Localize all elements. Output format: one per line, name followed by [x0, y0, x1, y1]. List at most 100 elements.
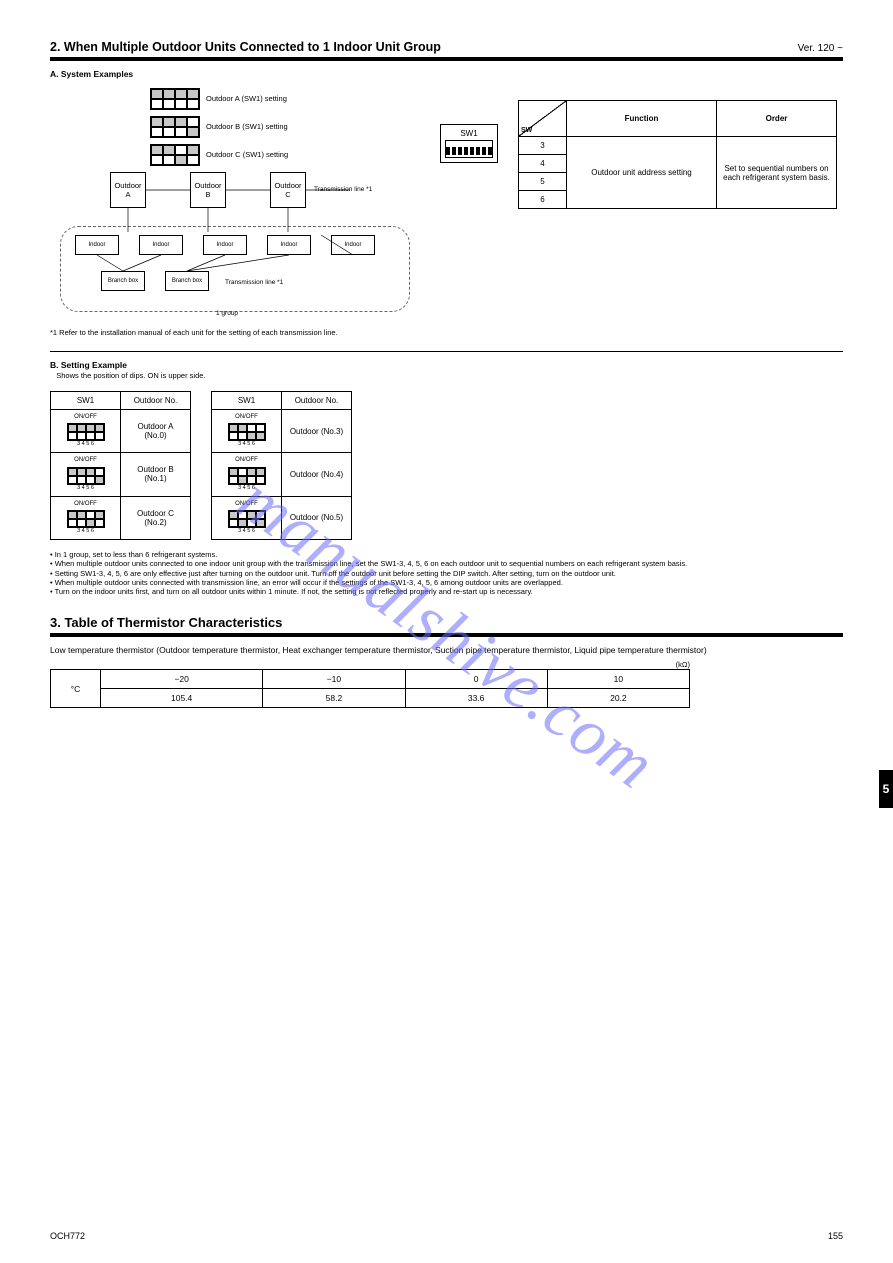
indoor-3: Indoor: [203, 235, 247, 255]
outdoor-label-cell: Outdoor (No.3): [282, 409, 352, 452]
sw1-th-func: Function: [567, 101, 717, 137]
partB-hint: Shows the position of dips. ON is upper …: [50, 371, 843, 380]
s3-lh: °C: [51, 670, 101, 708]
section2-title: 2. When Multiple Outdoor Units Connected…: [50, 40, 441, 54]
table-row: ON/OFF3 4 5 6Outdoor B (No.1): [51, 453, 191, 496]
page: 2. When Multiple Outdoor Units Connected…: [0, 0, 893, 738]
group-inner-label: Transmission line *1: [225, 279, 283, 286]
side-tab: 5: [879, 770, 893, 808]
sw1-label: SW1: [445, 129, 493, 138]
sw1-r1-c1: 3: [519, 137, 567, 155]
s3-v2: 58.2: [263, 689, 405, 708]
sw1-r2-c1: 4: [519, 155, 567, 173]
dip-b-icon: [150, 116, 200, 138]
sw1-switch-icon: [445, 140, 493, 158]
dip-icon: [67, 467, 105, 485]
sw1-th-order: Order: [717, 101, 837, 137]
section3-subtitle: Low temperature thermistor (Outdoor temp…: [50, 645, 843, 656]
partB-note-1: • In 1 group, set to less than 6 refrige…: [50, 550, 843, 559]
partA-footnote: *1 Refer to the installation manual of e…: [50, 328, 420, 337]
branch-1: Branch box: [101, 271, 145, 291]
indoor-5: Indoor: [331, 235, 375, 255]
divider-heavy-s3: [50, 633, 843, 637]
sw1-r4-c1: 6: [519, 191, 567, 209]
sw1-table: SW Function Order 3 Outdoor unit address…: [518, 100, 837, 209]
outdoor-label-cell: Outdoor A (No.0): [121, 409, 191, 452]
partB-t2-h1: SW1: [212, 391, 282, 409]
group-outline: Indoor Indoor Indoor Indoor Indoor Branc…: [60, 226, 410, 312]
sw1-r3-c1: 5: [519, 173, 567, 191]
outdoor-a-box: OutdoorA: [110, 172, 146, 208]
table-row: ON/OFF3 4 5 6Outdoor A (No.0): [51, 409, 191, 452]
dip-a-label: Outdoor A (SW1) setting: [206, 94, 287, 103]
partB-table1: SW1 Outdoor No. ON/OFF3 4 5 6Outdoor A (…: [50, 391, 191, 540]
dip-b-label: Outdoor B (SW1) setting: [206, 122, 288, 131]
s3-v1: 105.4: [101, 689, 263, 708]
dip-row-a: Outdoor A (SW1) setting: [150, 88, 420, 110]
outdoor-b-box: OutdoorB: [190, 172, 226, 208]
table-row: ON/OFF3 4 5 6Outdoor (No.3): [212, 409, 352, 452]
partB-note-3: • Setting SW1-3, 4, 5, 6 are only effect…: [50, 569, 843, 578]
partB-title: B. Setting Example: [50, 360, 843, 371]
dip-row-c: Outdoor C (SW1) setting: [150, 144, 420, 166]
dip-a-icon: [150, 88, 200, 110]
dip-row-b: Outdoor B (SW1) setting: [150, 116, 420, 138]
section3-head: 3. Table of Thermistor Characteristics: [50, 615, 843, 630]
section3-unit: (kΩ): [50, 660, 690, 669]
partB-t1-h1: SW1: [51, 391, 121, 409]
partB-note-5: • Turn on the indoor units first, and tu…: [50, 587, 843, 596]
s3-h1: −20: [101, 670, 263, 689]
s3-v4: 20.2: [547, 689, 689, 708]
dip-icon: [228, 423, 266, 441]
s3-h3: 0: [405, 670, 547, 689]
partB-note-4: • When multiple outdoor units connected …: [50, 578, 843, 587]
sw1-function-table: SW Function Order 3 Outdoor unit address…: [518, 100, 837, 209]
divider-heavy-top: [50, 57, 843, 61]
dip-c-icon: [150, 144, 200, 166]
outdoor-c-box: OutdoorC: [270, 172, 306, 208]
dip-cell: ON/OFF3 4 5 6: [212, 453, 282, 496]
outdoor-label-cell: Outdoor B (No.1): [121, 453, 191, 496]
sw1-r1-c3: Set to sequential numbers on each refrig…: [717, 137, 837, 209]
table-row: ON/OFF3 4 5 6Outdoor C (No.2): [51, 496, 191, 539]
s3-v3: 33.6: [405, 689, 547, 708]
section2-version: Ver. 120 ~: [798, 43, 843, 54]
footer-left: OCH772: [50, 1231, 85, 1241]
partB-tables: SW1 Outdoor No. ON/OFF3 4 5 6Outdoor A (…: [50, 391, 843, 540]
dip-icon: [67, 510, 105, 528]
dip-cell: ON/OFF3 4 5 6: [51, 409, 121, 452]
divider-thin-mid: [50, 351, 843, 352]
outdoor-label-cell: Outdoor (No.4): [282, 453, 352, 496]
branch-2: Branch box: [165, 271, 209, 291]
partB-note-2: • When multiple outdoor units connected …: [50, 559, 843, 568]
transmission-label: Transmission line *1: [314, 186, 372, 193]
partB-t2-h2: Outdoor No.: [282, 391, 352, 409]
partB-notes: • In 1 group, set to less than 6 refrige…: [50, 550, 843, 597]
table-row: ON/OFF3 4 5 6Outdoor (No.5): [212, 496, 352, 539]
footer-right: 155: [828, 1231, 843, 1241]
partA-title: A. System Examples: [50, 69, 843, 80]
section3-table: °C −20 −10 0 10 105.4 58.2 33.6 20.2: [50, 669, 690, 708]
sw1-component: SW1: [440, 124, 498, 163]
dip-icon: [67, 423, 105, 441]
dip-cell: ON/OFF3 4 5 6: [212, 496, 282, 539]
group-label: 1 group: [216, 310, 238, 317]
sw1-th-diag: SW: [519, 101, 567, 137]
indoor-4: Indoor: [267, 235, 311, 255]
section3-title: 3. Table of Thermistor Characteristics: [50, 615, 282, 630]
dip-cell: ON/OFF3 4 5 6: [212, 409, 282, 452]
partA-body: Outdoor A (SW1) setting Outdoor B (SW1) …: [50, 88, 843, 337]
dip-icon: [228, 467, 266, 485]
partB-table2: SW1 Outdoor No. ON/OFF3 4 5 6Outdoor (No…: [211, 391, 352, 540]
indoor-2: Indoor: [139, 235, 183, 255]
footer: OCH772 155: [50, 1231, 843, 1241]
s3-h4: 10: [547, 670, 689, 689]
partB-t1-h2: Outdoor No.: [121, 391, 191, 409]
dip-cell: ON/OFF3 4 5 6: [51, 496, 121, 539]
sw1-wrap: SW1: [440, 88, 498, 163]
indoor-1: Indoor: [75, 235, 119, 255]
section2-head: 2. When Multiple Outdoor Units Connected…: [50, 40, 843, 54]
outdoor-label-cell: Outdoor (No.5): [282, 496, 352, 539]
sw1-r1-c2: Outdoor unit address setting: [567, 137, 717, 209]
outdoor-label-cell: Outdoor C (No.2): [121, 496, 191, 539]
